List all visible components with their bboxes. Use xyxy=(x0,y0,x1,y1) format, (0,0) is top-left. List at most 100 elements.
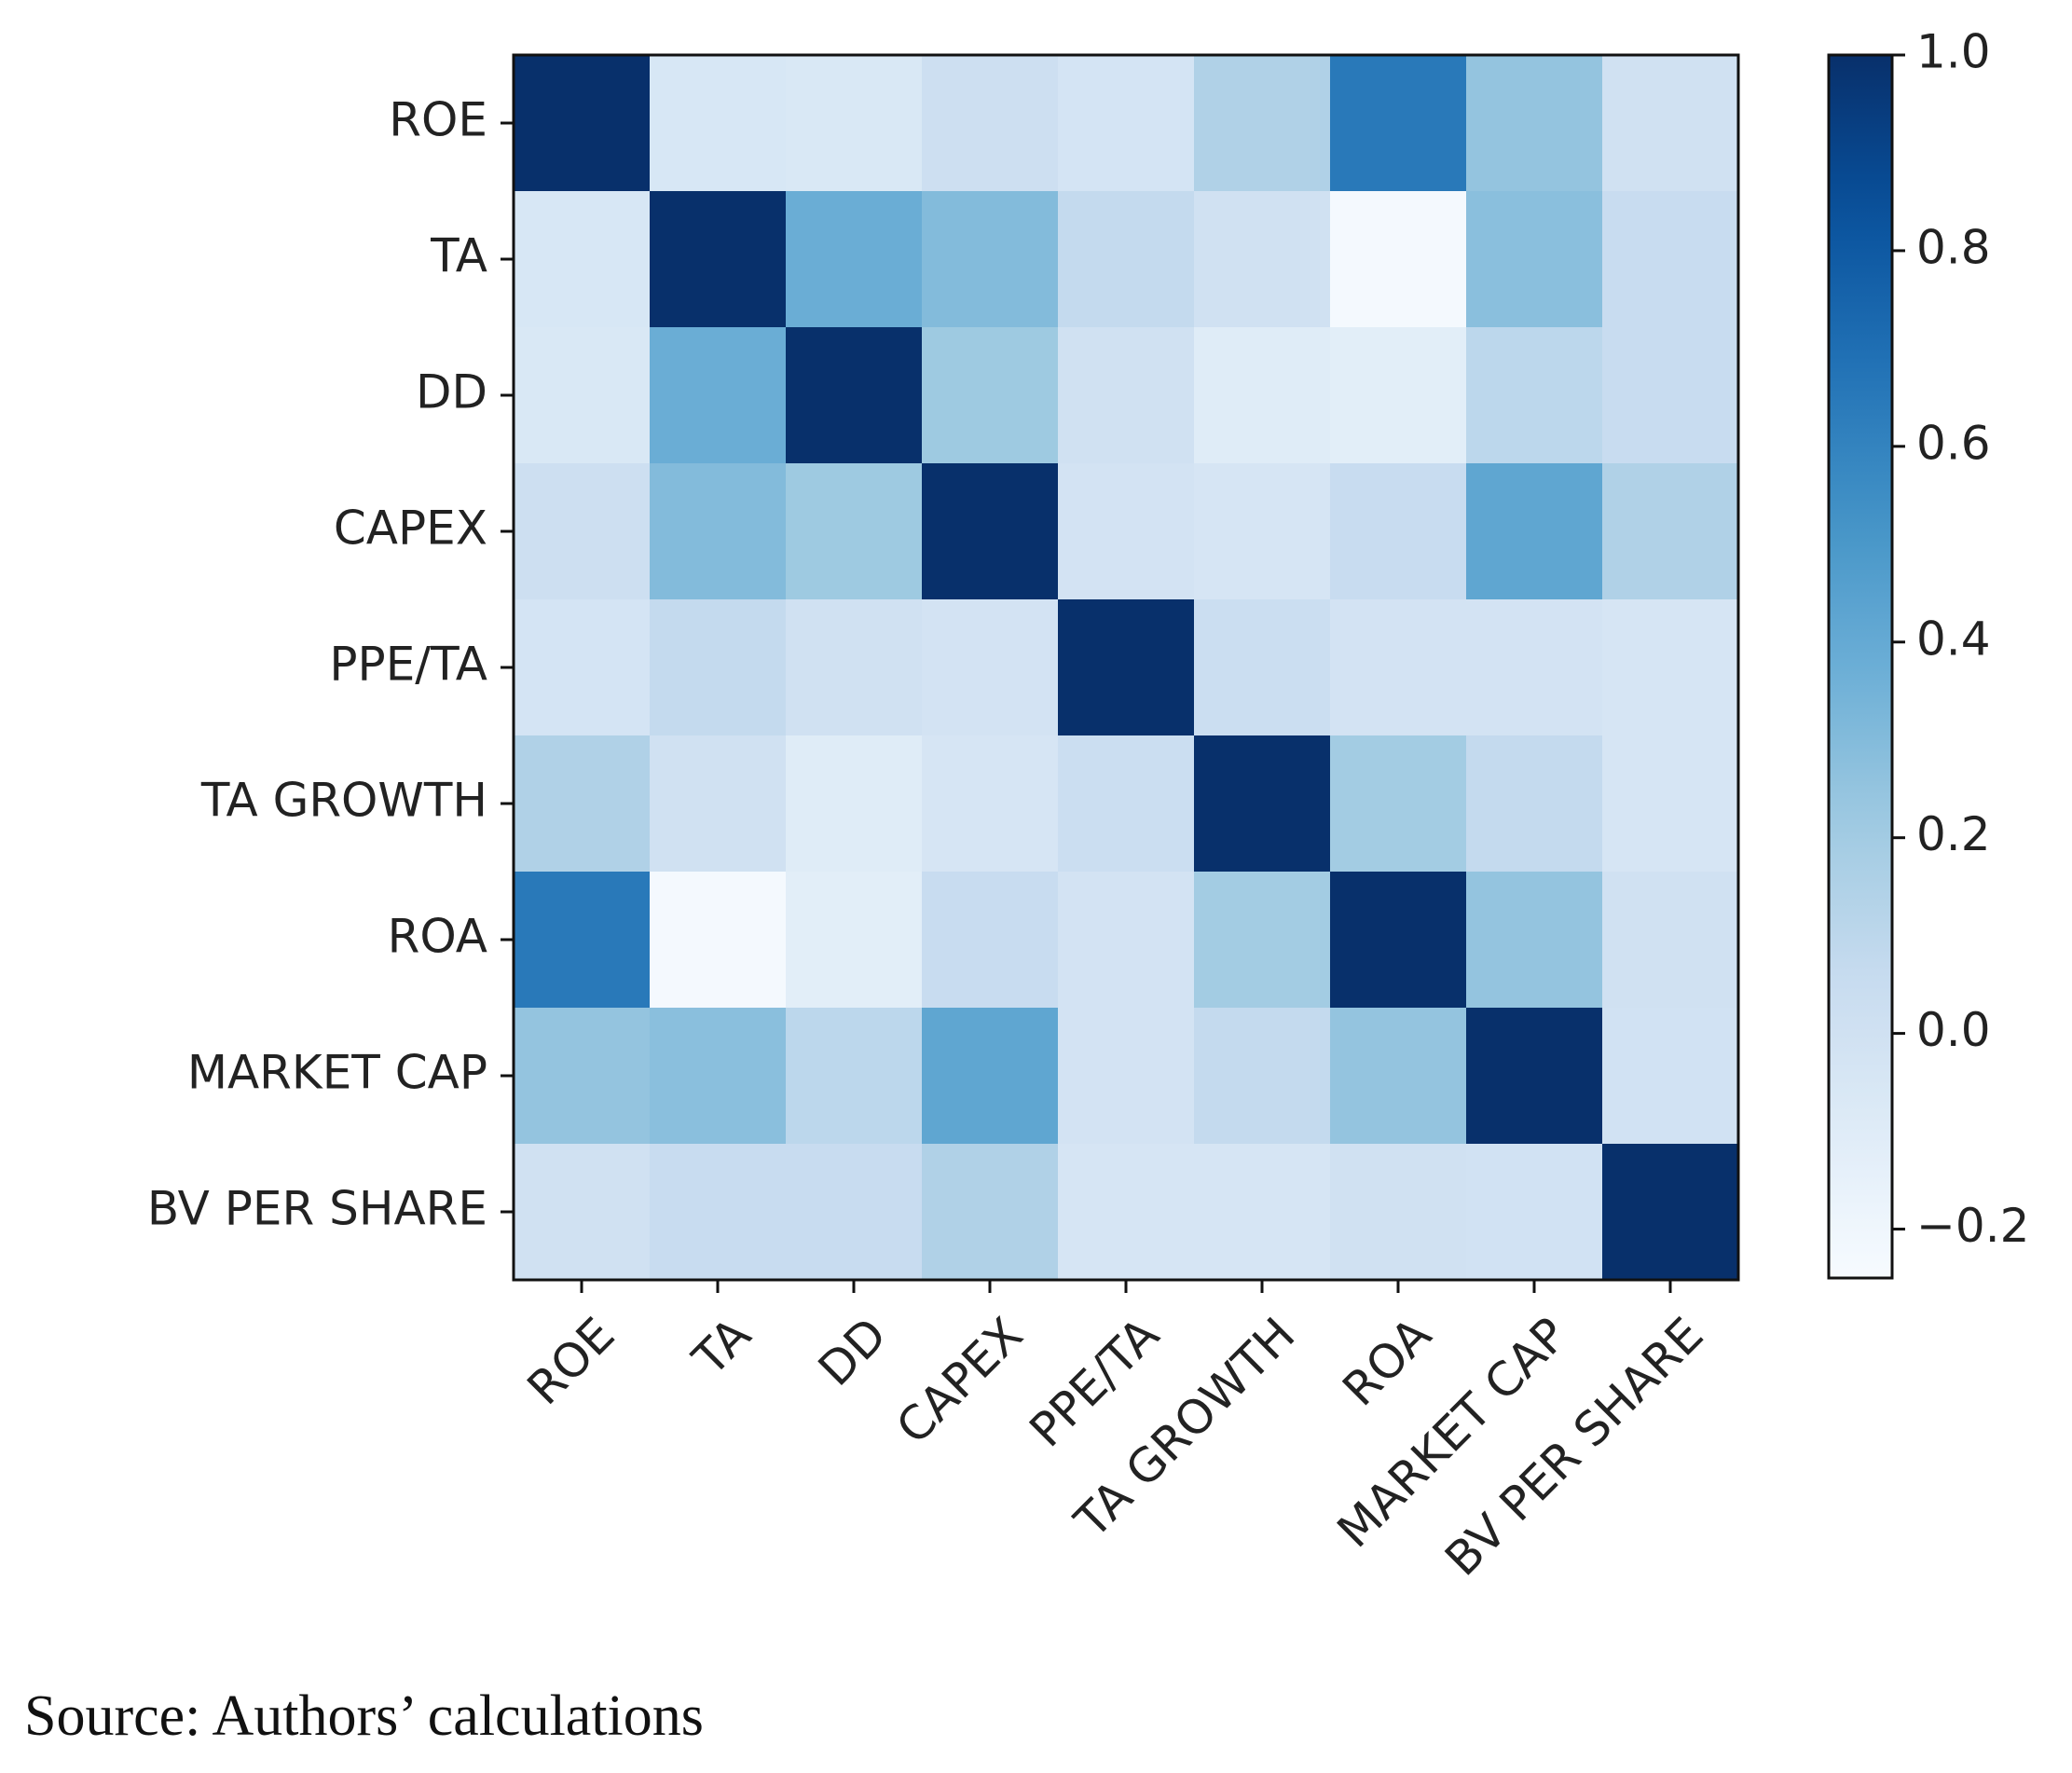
heatmap-cell xyxy=(650,191,787,328)
heatmap-cell xyxy=(786,872,923,1009)
heatmap-cell xyxy=(1602,463,1739,600)
heatmap-cell xyxy=(922,1008,1059,1145)
heatmap-cell xyxy=(1058,872,1195,1009)
x-tick-label: DD xyxy=(808,1307,897,1395)
x-tick-label: BV PER SHARE xyxy=(1434,1307,1713,1586)
heatmap-cell xyxy=(1058,327,1195,464)
heatmap-cell xyxy=(1330,1008,1467,1145)
heatmap-cell xyxy=(922,735,1059,873)
heatmap-cell xyxy=(1058,55,1195,192)
heatmap-cell xyxy=(1194,599,1331,736)
heatmap-cell xyxy=(1602,327,1739,464)
heatmap-cell xyxy=(1194,55,1331,192)
heatmap-cell xyxy=(1330,191,1467,328)
x-tick-label: ROA xyxy=(1333,1307,1442,1416)
y-tick-label: PPE/TA xyxy=(329,638,487,692)
heatmap-cell xyxy=(1330,735,1467,873)
heatmap-cell xyxy=(514,599,651,736)
heatmap-cell xyxy=(514,872,651,1009)
heatmap-cell xyxy=(650,55,787,192)
colorbar-tick-label: −0.2 xyxy=(1916,1199,2029,1253)
colorbar-tick-label: 1.0 xyxy=(1916,25,1991,79)
y-tick-label: ROE xyxy=(389,93,487,147)
heatmap-cell xyxy=(1058,463,1195,600)
heatmap-cell xyxy=(922,191,1059,328)
heatmap-cell xyxy=(1194,1008,1331,1145)
heatmap-cell xyxy=(786,1144,923,1281)
heatmap-cell xyxy=(514,463,651,600)
heatmap-cell xyxy=(514,55,651,192)
heatmap-cell xyxy=(650,599,787,736)
heatmap-cell xyxy=(1058,1144,1195,1281)
colorbar-tick-label: 0.4 xyxy=(1916,612,1991,666)
heatmap-cell xyxy=(1330,599,1467,736)
x-tick-label: CAPEX xyxy=(886,1307,1034,1454)
heatmap-cell xyxy=(922,463,1059,600)
heatmap-cell xyxy=(1466,191,1603,328)
y-tick-label: MARKET CAP xyxy=(187,1046,487,1100)
heatmap-cell xyxy=(514,1144,651,1281)
colorbar: 1.0 0.8 0.6 0.4 0.2 0.0 −0.2 xyxy=(1827,25,2029,1280)
heatmap-cell xyxy=(650,1008,787,1145)
heatmap-cell xyxy=(1602,1008,1739,1145)
heatmap-cell xyxy=(1194,1144,1331,1281)
heatmap-cell xyxy=(786,1008,923,1145)
heatmap-cell xyxy=(1330,327,1467,464)
y-tick-label: TA xyxy=(430,229,487,283)
heatmap-cell xyxy=(1194,463,1331,600)
heatmap-cell xyxy=(650,1144,787,1281)
heatmap-cell xyxy=(1466,327,1603,464)
heatmap-cell xyxy=(922,55,1059,192)
heatmap-cell xyxy=(514,327,651,464)
y-tick-label: ROA xyxy=(388,910,487,964)
heatmap-cell xyxy=(922,872,1059,1009)
x-tick-label: TA xyxy=(682,1307,762,1386)
heatmap-cell xyxy=(786,191,923,328)
heatmap-cell xyxy=(1602,735,1739,873)
heatmap-cell xyxy=(1466,1008,1603,1145)
x-tick-label: ROE xyxy=(517,1307,625,1415)
heatmap-cell xyxy=(650,327,787,464)
heatmap-cell xyxy=(1330,463,1467,600)
heatmap-cell xyxy=(1058,191,1195,328)
heatmap-cells xyxy=(514,55,1739,1281)
heatmap-cell xyxy=(786,599,923,736)
heatmap-cell xyxy=(786,55,923,192)
heatmap-cell xyxy=(922,327,1059,464)
heatmap-cell xyxy=(786,735,923,873)
heatmap-cell xyxy=(1330,55,1467,192)
colorbar-tick-label: 0.0 xyxy=(1916,1003,1991,1057)
heatmap-cell xyxy=(1602,599,1739,736)
heatmap-cell xyxy=(514,735,651,873)
heatmap-cell xyxy=(514,1008,651,1145)
heatmap-cell xyxy=(1466,55,1603,192)
heatmap-cell xyxy=(1194,872,1331,1009)
colorbar-tick-label: 0.6 xyxy=(1916,416,1991,470)
colorbar-gradient xyxy=(1827,53,1894,1280)
heatmap-cell xyxy=(1330,872,1467,1009)
source-caption: Source: Authors’ calculations xyxy=(24,1684,704,1748)
heatmap-cell xyxy=(786,327,923,464)
heatmap-cell xyxy=(1058,1008,1195,1145)
heatmap-cell xyxy=(1466,463,1603,600)
heatmap-cell xyxy=(1602,55,1739,192)
heatmap-cell xyxy=(1466,735,1603,873)
heatmap-cell xyxy=(650,463,787,600)
heatmap-cell xyxy=(1466,599,1603,736)
heatmap-cell xyxy=(1602,872,1739,1009)
y-tick-label: TA GROWTH xyxy=(200,774,487,828)
heatmap-cell xyxy=(1194,191,1331,328)
heatmap-cell xyxy=(1058,599,1195,736)
colorbar-tick-label: 0.2 xyxy=(1916,807,1991,861)
heatmap-cell xyxy=(650,872,787,1009)
y-tick-label: CAPEX xyxy=(334,502,487,556)
heatmap-cell xyxy=(1602,1144,1739,1281)
heatmap-cell xyxy=(1058,735,1195,873)
heatmap-cell xyxy=(1602,191,1739,328)
heatmap-cell xyxy=(786,463,923,600)
heatmap-cell xyxy=(1330,1144,1467,1281)
y-axis-ticks: ROE TA DD CAPEX PPE/TA TA GROWTH ROA MARKET CAP… xyxy=(147,93,514,1236)
heatmap-cell xyxy=(922,599,1059,736)
